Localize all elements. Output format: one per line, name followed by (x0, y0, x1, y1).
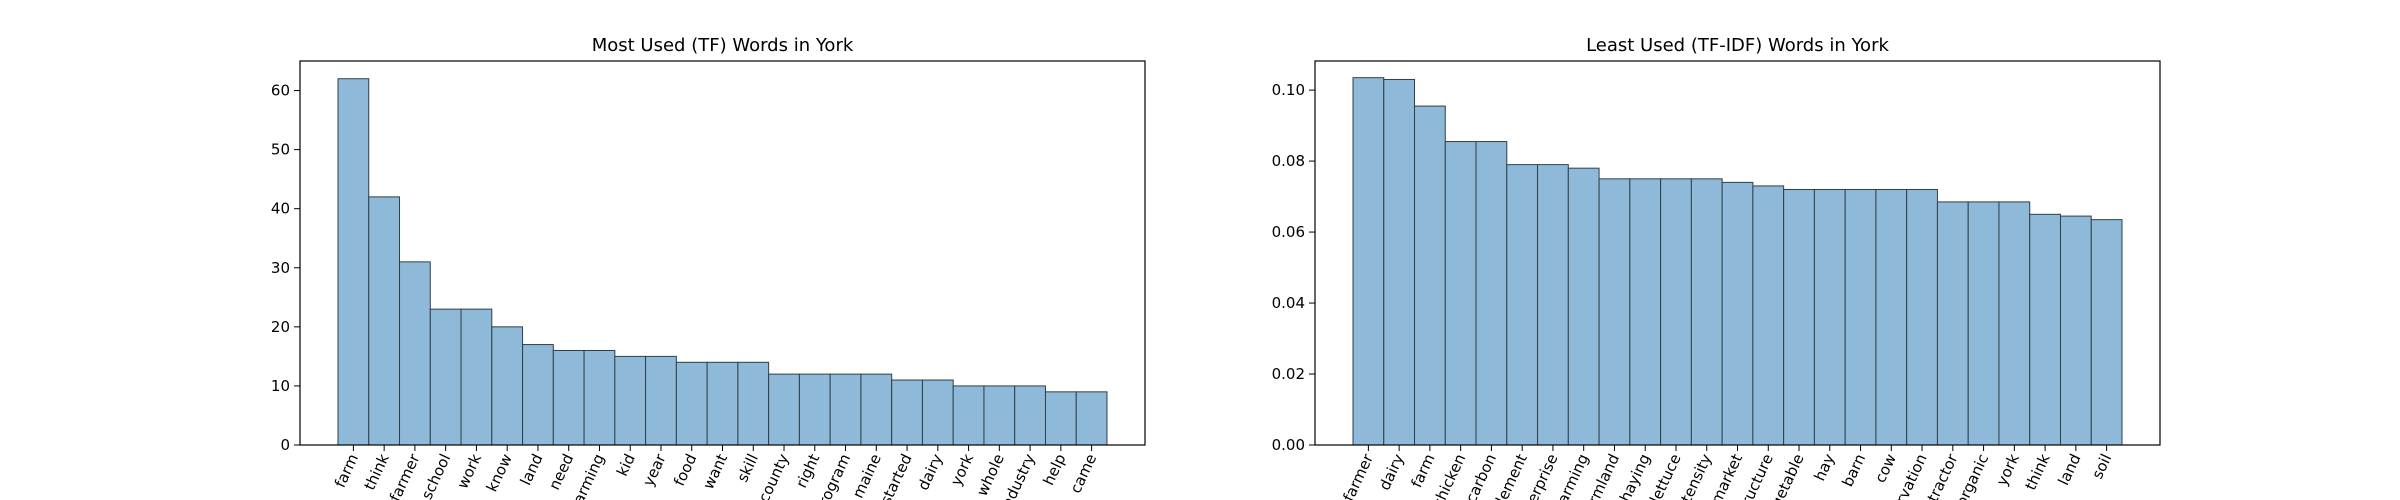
bar (1998, 201, 2031, 446)
bar (737, 361, 770, 446)
bar (706, 361, 739, 446)
bar (1690, 178, 1723, 446)
bar (1875, 188, 1908, 446)
x-tick-label: hay (1810, 451, 1838, 484)
bar (1598, 178, 1631, 446)
bar (1075, 391, 1108, 446)
x-tick-label: land (517, 451, 547, 488)
y-tick-label: 50 (271, 141, 290, 159)
bar (1414, 105, 1446, 446)
chart-title: Most Used (TF) Words in York (592, 35, 854, 56)
x-tick-label: land (2054, 451, 2084, 488)
bar (1629, 178, 1662, 446)
bar (1936, 201, 1969, 446)
bar (768, 373, 800, 446)
bar (1813, 188, 1846, 446)
bar (1352, 77, 1385, 446)
bar (1567, 167, 1600, 446)
x-tick-label: kid (613, 451, 639, 479)
x-tick-label: think (360, 451, 392, 493)
bar (460, 308, 493, 446)
x-tick-label: soil (2088, 451, 2115, 482)
x-tick-label: york (947, 451, 977, 489)
bar (2029, 213, 2061, 446)
bar (675, 361, 708, 446)
x-tick-label: help (1039, 451, 1069, 488)
y-tick-label: 30 (271, 259, 290, 277)
y-tick-label: 0.08 (1272, 152, 1305, 170)
y-tick-label: 20 (271, 318, 290, 336)
bar (491, 326, 524, 446)
x-tick-label: skill (733, 451, 762, 485)
bar (1383, 78, 1416, 446)
y-tick-label: 0 (280, 436, 290, 454)
bar (583, 349, 616, 446)
y-tick-label: 60 (271, 82, 290, 100)
x-tick-label: think (2021, 451, 2053, 493)
bar (952, 385, 985, 446)
plot-frame (1314, 60, 2161, 446)
bar (1660, 178, 1692, 446)
bar (1444, 141, 1477, 446)
y-tick-label: 0.06 (1272, 223, 1305, 241)
bar (1721, 181, 1754, 446)
bar (645, 355, 677, 446)
bar (1752, 185, 1785, 446)
bar (860, 373, 893, 446)
bar (891, 379, 923, 446)
bar (2090, 219, 2123, 446)
bar (1844, 188, 1877, 446)
chart-title: Least Used (TF-IDF) Words in York (1586, 35, 1889, 56)
bar (1906, 188, 1938, 446)
y-tick-label: 0.02 (1272, 365, 1305, 383)
x-tick-label: want (699, 451, 731, 492)
bar (522, 344, 554, 446)
x-tick-label: work (453, 451, 485, 492)
x-tick-label: know (483, 451, 516, 495)
x-tick-label: york (1993, 451, 2023, 489)
bar (829, 373, 862, 446)
bar (1537, 164, 1569, 446)
x-tick-label: right (792, 451, 823, 491)
x-tick-label: farm (1407, 451, 1438, 490)
x-tick-label: cow (1871, 451, 1900, 486)
bar (337, 78, 370, 446)
bar (368, 196, 401, 446)
x-tick-label: barn (1838, 451, 1869, 490)
y-tick-label: 0.00 (1272, 436, 1305, 454)
x-tick-label: dairy (914, 451, 946, 493)
x-tick-label: farm (331, 451, 362, 490)
bar (1506, 164, 1539, 446)
bar (983, 385, 1016, 446)
y-tick-label: 0.04 (1272, 294, 1305, 312)
bar (1475, 141, 1508, 446)
bar (1044, 391, 1077, 446)
x-tick-label: came (1066, 451, 1100, 496)
y-tick-label: 40 (271, 200, 290, 218)
x-tick-label: year (639, 450, 670, 489)
x-tick-label: dairy (1375, 451, 1407, 493)
x-tick-label: food (670, 451, 700, 489)
bar (798, 373, 831, 446)
bar (2059, 215, 2092, 446)
x-tick-label: need (545, 451, 577, 493)
bar (1967, 201, 2000, 446)
x-tick-label: farmer (1339, 450, 1377, 500)
bar (614, 355, 647, 446)
bar (552, 349, 585, 446)
y-tick-label: 10 (271, 377, 290, 395)
plot-frame (299, 60, 1146, 446)
bar (429, 308, 462, 446)
y-tick-label: 0.10 (1272, 81, 1305, 99)
x-tick-label: school (418, 451, 455, 500)
bar (1783, 188, 1815, 446)
bar (921, 379, 954, 446)
bar (1014, 385, 1046, 446)
bar (399, 261, 431, 446)
